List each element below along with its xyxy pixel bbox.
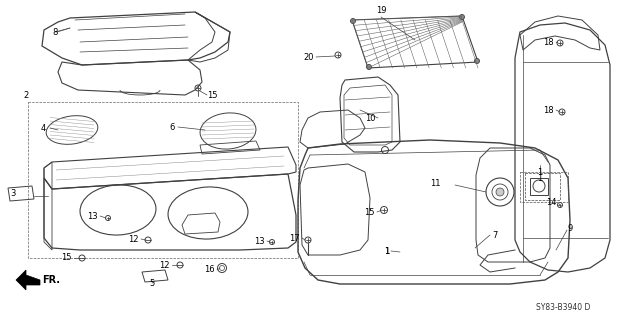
Text: 14: 14 — [547, 197, 557, 206]
Text: 1: 1 — [537, 168, 543, 177]
Text: 12: 12 — [159, 260, 170, 269]
Text: 6: 6 — [169, 123, 175, 132]
Text: 8: 8 — [52, 28, 58, 36]
Text: 10: 10 — [365, 114, 376, 123]
Text: 4: 4 — [40, 124, 46, 132]
Text: 18: 18 — [544, 37, 554, 46]
Text: 12: 12 — [128, 235, 139, 244]
Text: 1: 1 — [537, 173, 543, 182]
Text: 18: 18 — [544, 106, 554, 115]
Circle shape — [475, 59, 480, 63]
Text: 2: 2 — [23, 91, 28, 100]
Circle shape — [459, 14, 465, 20]
Circle shape — [367, 65, 372, 69]
Circle shape — [351, 19, 355, 23]
Text: 1: 1 — [384, 246, 389, 255]
Text: 9: 9 — [568, 223, 573, 233]
Text: 17: 17 — [289, 234, 300, 243]
Text: 15: 15 — [365, 207, 375, 217]
Text: 3: 3 — [10, 188, 16, 197]
Text: 15: 15 — [61, 253, 72, 262]
Circle shape — [496, 188, 504, 196]
Text: 7: 7 — [492, 230, 497, 239]
Text: 11: 11 — [430, 179, 441, 188]
Polygon shape — [16, 270, 40, 290]
Text: 5: 5 — [149, 279, 155, 289]
Text: 1: 1 — [384, 246, 389, 255]
Text: 15: 15 — [207, 91, 217, 100]
Text: FR.: FR. — [42, 275, 60, 285]
Text: 20: 20 — [303, 52, 314, 61]
Text: 13: 13 — [87, 212, 98, 220]
Text: 16: 16 — [204, 266, 215, 275]
Text: 19: 19 — [376, 6, 386, 15]
Text: SY83-B3940 D: SY83-B3940 D — [536, 303, 590, 313]
Text: 13: 13 — [254, 236, 265, 245]
